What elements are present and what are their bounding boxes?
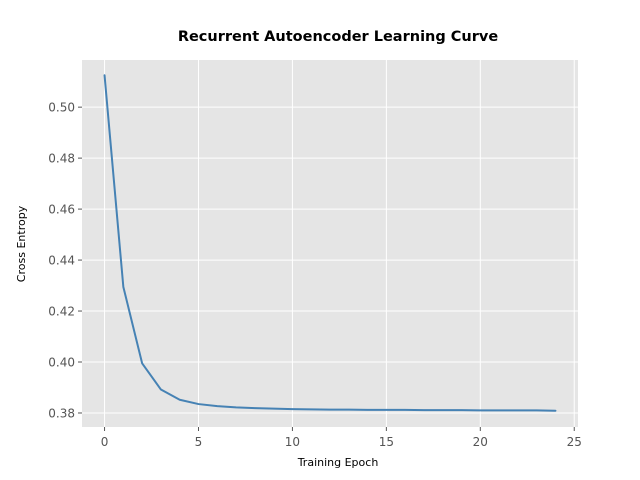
y-tick-label: 0.40 [48,356,75,370]
x-tick-label: 20 [473,435,488,449]
x-tick-label: 25 [567,435,582,449]
series-group [103,74,557,412]
y-tick-label: 0.38 [48,406,75,420]
x-tick-label: 10 [285,435,300,449]
y-tick-label: 0.42 [48,305,75,319]
series-line [103,74,557,412]
y-tick-label: 0.44 [48,254,75,268]
x-axis-ticks: 0 5 10 15 20 25 [101,427,582,449]
chart-title: Recurrent Autoencoder Learning Curve [178,29,499,45]
grid-lines [82,60,578,427]
y-tick-label: 0.48 [48,152,75,166]
y-tick-label: 0.50 [48,101,75,115]
y-axis-label: Cross Entropy [15,205,28,282]
y-tick-label: 0.46 [48,203,75,217]
x-tick-label: 5 [195,435,203,449]
x-tick-label: 0 [101,435,109,449]
y-axis-ticks: 0.38 0.40 0.42 0.44 0.46 0.48 0.50 [48,101,82,420]
plot-area [82,60,578,427]
x-tick-label: 15 [379,435,394,449]
x-axis-label: Training Epoch [297,456,379,469]
